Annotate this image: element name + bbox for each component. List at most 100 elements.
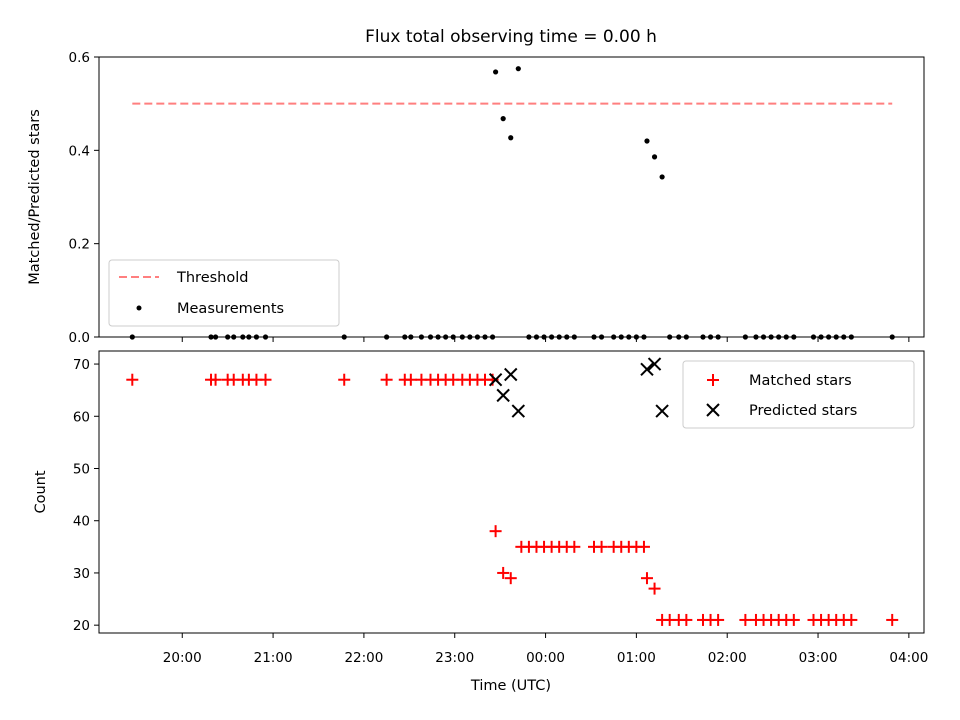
measurement-point [591,334,597,340]
legend-predicted-label: Predicted stars [749,403,857,419]
x-tick-label: 03:00 [799,650,838,666]
y-tick-label: 60 [73,409,90,425]
measurement-point [571,334,577,340]
measurement-point [467,334,473,340]
measurement-point [833,334,839,340]
matched-star-point [680,613,693,626]
measurement-point [707,334,714,340]
ratio-legend-box [108,259,340,327]
measurement-point [515,66,521,72]
count-plot-frame [98,350,925,634]
matched-star-point [126,373,139,386]
matched-star-point [404,373,417,386]
measurement-point [231,334,237,340]
matched-star-point [259,373,272,386]
measurement-point [262,334,269,340]
measurement-point [384,334,390,340]
measurement-point [659,174,665,180]
measurement-point [826,334,832,340]
predicted-star-point [496,388,510,403]
measurement-point [212,334,219,340]
measurement-point [633,334,639,340]
measurement-point [246,334,252,340]
measurement-point [427,334,434,340]
predicted-star-point [504,367,518,382]
x-axis-title: Time (UTC) [470,678,551,694]
y-tick-label: 0.2 [69,237,90,253]
figure-title: Flux total observing time = 0.00 h [365,27,657,47]
y-tick-label: 20 [73,618,90,634]
ratio-legend: Threshold Measurements [108,259,340,327]
matched-star-point [497,566,510,579]
matched-star-point [568,540,581,553]
ratio-plot-frame [98,56,925,338]
measurement-point [641,334,647,340]
legend-measurements-swatch [136,305,142,311]
matched-star-point [504,572,517,585]
y-tick-label: 0.0 [69,330,90,346]
matched-star-point [637,540,650,553]
ratio-plot: 0.0 0.2 0.4 0.6 Matched/Predicted stars Thr… [27,50,925,346]
predicted-star-point [647,357,662,371]
measurement-point [700,334,706,340]
measurement-point [841,334,847,340]
measurement-point [474,334,481,340]
measurement-point [776,334,782,340]
matched-star-point [595,540,608,553]
measurement-point [402,334,408,340]
matched-star-point [338,373,351,386]
measurement-point [768,334,774,340]
predicted-star-point [640,362,654,376]
measurement-point [889,334,895,340]
measurement-point [783,334,789,340]
y-tick-label: 30 [73,566,90,582]
count-legend-box [682,360,915,429]
measurement-point [435,334,441,340]
matched-star-point [640,572,653,585]
count-x-ticks: 20:00 21:00 22:00 23:00 00:00 01:00 02:00 03:00… [163,633,928,666]
x-tick-label: 21:00 [254,650,293,666]
matched-star-point [739,613,752,626]
measurement-point [667,334,673,340]
measurement-point [760,334,767,340]
count-marks [126,357,899,626]
x-tick-label: 02:00 [708,650,747,666]
legend-matched-swatch [707,374,719,386]
predicted-star-point [511,404,526,418]
measurement-point [508,135,514,141]
measurement-point [676,334,682,340]
matched-star-point [489,525,502,538]
measurement-point [791,334,797,340]
count-y-ticks: 20 30 40 50 60 70 [73,357,99,634]
measurement-point [651,154,658,160]
measurement-point [810,334,817,340]
measurement-point [549,334,555,340]
measurement-point [526,334,532,340]
measurement-point [489,334,496,340]
count-y-axis-title: Count [33,470,49,513]
legend-matched-label: Matched stars [749,373,852,389]
measurement-point [443,334,449,340]
measurement-point [450,334,456,340]
matched-star-point [712,613,725,626]
count-legend: Matched stars Predicted stars [682,360,915,429]
x-tick-label: 01:00 [617,650,656,666]
measurement-point [418,334,425,340]
measurement-point [129,334,135,340]
measurement-point [541,334,547,340]
measurement-point [482,334,488,340]
legend-predicted-swatch [706,403,720,417]
y-tick-label: 40 [73,514,90,530]
measurement-point [240,334,246,340]
measurement-point [533,334,540,340]
measurement-point [459,334,465,340]
ratio-marks [129,66,895,340]
matched-star-point [886,613,899,626]
matched-star-point [209,373,222,386]
y-tick-label: 70 [73,357,90,373]
measurement-point [208,334,214,340]
measurement-point [253,334,260,340]
legend-measurements-label: Measurements [177,301,284,317]
measurement-point [626,334,632,340]
